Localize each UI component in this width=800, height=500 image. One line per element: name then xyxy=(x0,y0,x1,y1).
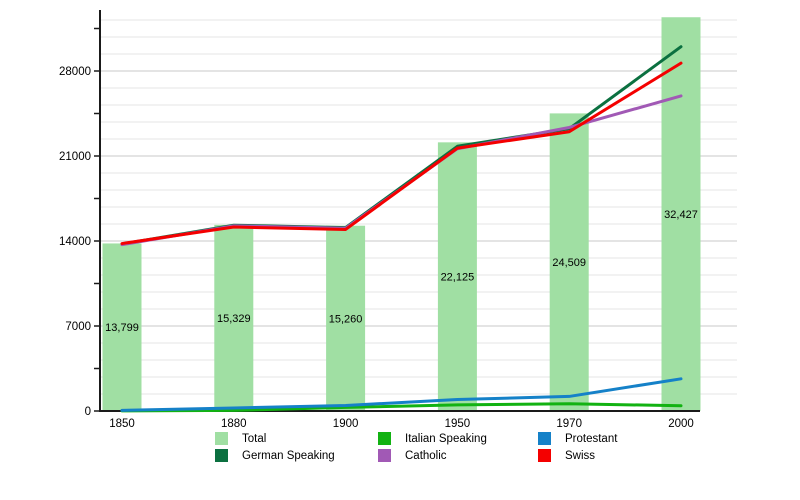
x-tick-label-1880: 1880 xyxy=(221,418,247,428)
legend-label-protestant: Protestant xyxy=(565,432,618,445)
legend-label-german-speaking: German Speaking xyxy=(242,449,335,462)
legend-item-swiss: Swiss xyxy=(538,447,617,464)
total-bar-1880 xyxy=(214,224,254,411)
legend-column-2: Italian Speaking Catholic xyxy=(378,430,487,464)
legend-label-italian-speaking: Italian Speaking xyxy=(405,432,487,445)
bar-value-label-2000: 32,427 xyxy=(664,209,698,221)
legend-item-german-speaking: German Speaking xyxy=(215,447,335,464)
legend-item-catholic: Catholic xyxy=(378,447,487,464)
legend-item-total: Total xyxy=(215,430,335,447)
legend-swatch-swiss xyxy=(538,449,551,462)
bar-value-label-1970: 24,509 xyxy=(552,257,586,269)
x-tick-label-1850: 1850 xyxy=(109,418,135,428)
total-bar-1850 xyxy=(102,243,142,411)
legend-column-1: Total German Speaking xyxy=(215,430,335,464)
legend-column-3: Protestant Swiss xyxy=(538,430,617,464)
legend-label-swiss: Swiss xyxy=(565,449,596,462)
legend-swatch-german-speaking xyxy=(215,449,228,462)
x-tick-label-1900: 1900 xyxy=(333,418,359,428)
series-line-catholic xyxy=(120,94,683,247)
y-tick-label: 7000 xyxy=(65,321,91,333)
series-line-protestant xyxy=(120,377,683,412)
bar-value-label-1900: 15,260 xyxy=(329,313,363,325)
legend-item-italian-speaking: Italian Speaking xyxy=(378,430,487,447)
series-line-german-speaking xyxy=(120,45,683,246)
x-tick-label-1950: 1950 xyxy=(445,418,471,428)
series-line-italian-speaking xyxy=(120,402,683,413)
bar-value-label-1880: 15,329 xyxy=(217,313,251,325)
legend-label-total: Total xyxy=(242,432,267,445)
total-bar-1950 xyxy=(437,142,477,411)
total-bar-1970 xyxy=(549,113,589,411)
y-tick-label: 21000 xyxy=(59,151,91,163)
series-line-swiss xyxy=(120,61,683,246)
x-tick-label-2000: 2000 xyxy=(668,418,694,428)
legend-swatch-italian-speaking xyxy=(378,432,391,445)
legend-swatch-protestant xyxy=(538,432,551,445)
legend-swatch-catholic xyxy=(378,449,391,462)
y-tick-label: 28000 xyxy=(59,66,91,78)
legend-label-catholic: Catholic xyxy=(405,449,447,462)
y-tick-label: 14000 xyxy=(59,236,91,248)
total-bar-2000 xyxy=(661,17,701,412)
x-tick-label-1970: 1970 xyxy=(556,418,582,428)
population-chart-svg: 0 7000 14000 21000 28000 1850 1880 1900 1950 1970… xyxy=(59,10,737,428)
bar-value-label-1950: 22,125 xyxy=(441,272,475,284)
legend-swatch-total xyxy=(215,432,228,445)
legend-item-protestant: Protestant xyxy=(538,430,617,447)
total-bar-1900 xyxy=(326,225,366,411)
bar-value-label-1850: 13,799 xyxy=(105,322,139,334)
y-tick-label: 0 xyxy=(85,406,91,418)
